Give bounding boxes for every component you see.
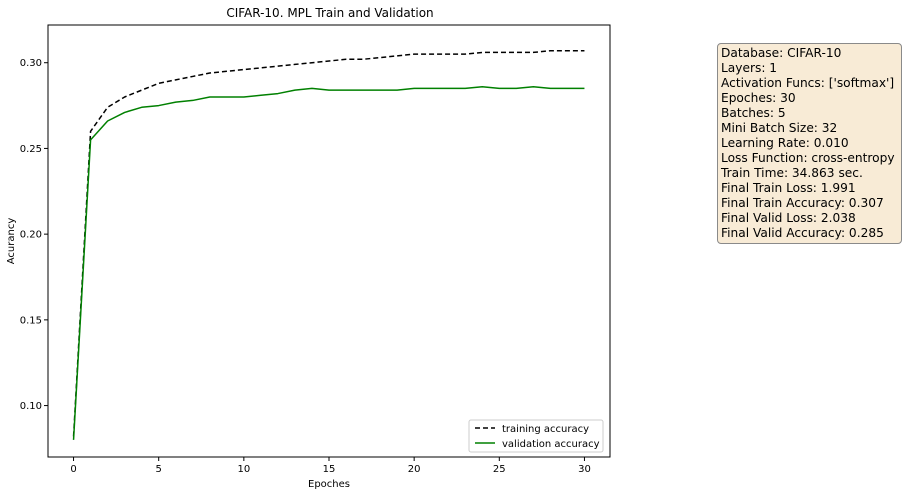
info-mini-batch-size: Mini Batch Size: 32 [721,121,838,135]
x-tick-label: 25 [493,464,506,475]
x-tick-label: 15 [323,464,336,475]
training-accuracy-line [72,49,585,437]
validation-accuracy-line [72,85,585,440]
x-tick-label: 5 [156,464,162,475]
x-tick-label: 0 [70,464,76,475]
legend-label-training: training accuracy [502,424,589,435]
x-tick-label: 20 [408,464,421,475]
info-final-train-loss: Final Train Loss: 1.991 [721,181,856,195]
chart-title: CIFAR-10. MPL Train and Validation [226,6,433,20]
info-loss-function: Loss Function: cross-entropy [721,151,895,165]
info-box: Database: CIFAR-10 Layers: 1 Activation … [717,43,902,244]
info-database: Database: CIFAR-10 [721,46,842,60]
info-final-train-accuracy: Final Train Accuracy: 0.307 [721,196,884,210]
plot-frame [47,24,611,458]
info-final-valid-accuracy: Final Valid Accuracy: 0.285 [721,226,884,240]
y-tick-label: 0.25 [20,144,42,155]
info-train-time: Train Time: 34.863 sec. [721,166,863,180]
info-epoches: Epoches: 30 [721,91,796,105]
legend-label-validation: validation accuracy [502,439,600,450]
x-axis-label: Epoches [308,479,350,490]
info-learning-rate: Learning Rate: 0.010 [721,136,849,150]
info-layers: Layers: 1 [721,61,778,75]
y-axis-label: Acurancy [6,218,17,265]
y-tick-label: 0.15 [20,315,42,326]
y-tick-label: 0.20 [20,230,42,241]
legend-frame [468,419,604,453]
y-tick-label: 0.10 [20,401,42,412]
x-tick-label: 10 [237,464,250,475]
y-tick-label: 0.30 [20,58,42,69]
legend: training accuracy validation accuracy [468,419,604,453]
info-batches: Batches: 5 [721,106,786,120]
x-tick-label: 30 [578,464,591,475]
info-activation-funcs: Activation Funcs: ['softmax'] [721,76,895,90]
info-final-valid-loss: Final Valid Loss: 2.038 [721,211,856,225]
